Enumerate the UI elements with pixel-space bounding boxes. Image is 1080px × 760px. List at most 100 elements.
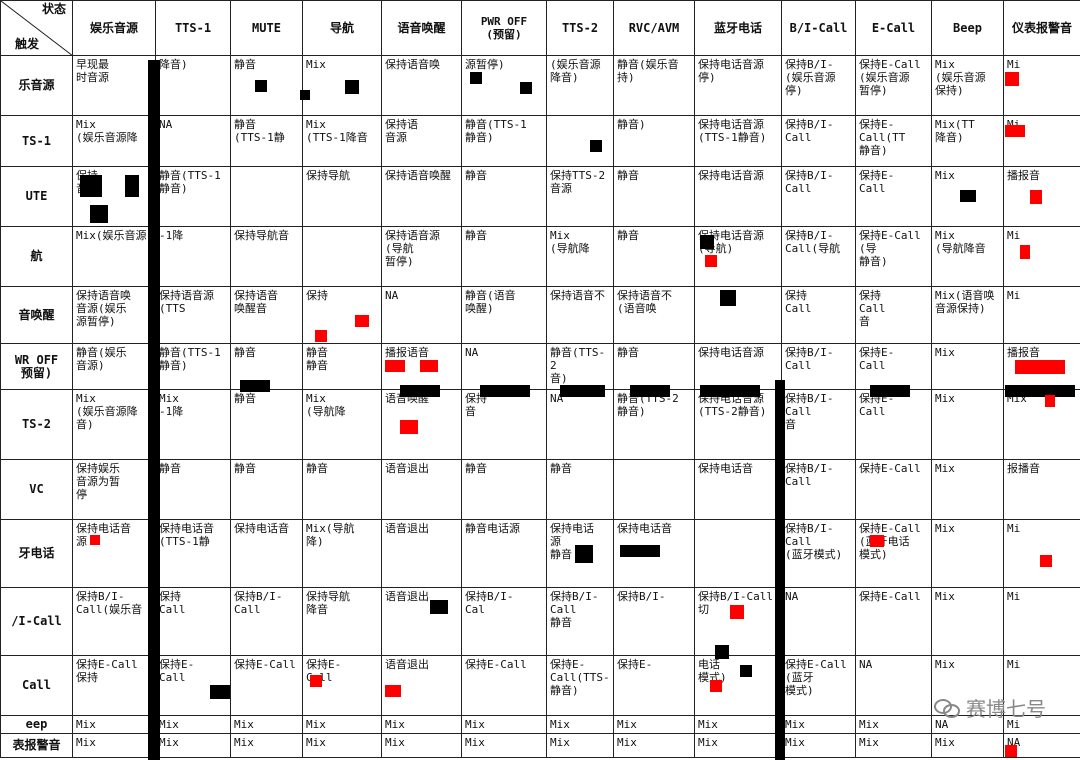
col-header: 导航 <box>303 1 382 56</box>
table-cell: 保持B/I- Call (蓝牙模式) <box>782 520 856 588</box>
table-cell: 保持E-Call <box>231 656 303 716</box>
table-cell: Mix <box>932 520 1004 588</box>
redaction-block <box>590 140 602 152</box>
col-header: E-Call <box>856 1 932 56</box>
col-header: B/I-Call <box>782 1 856 56</box>
table-cell: Mix <box>462 734 547 758</box>
table-cell: Mi <box>1004 227 1080 287</box>
table-cell: Mix <box>932 390 1004 460</box>
col-header: 仪表报警音 <box>1004 1 1080 56</box>
col-header: MUTE <box>231 1 303 56</box>
col-header: Beep <box>932 1 1004 56</box>
col-header: 语音唤醒 <box>382 1 462 56</box>
header-row: 状态 触发 娱乐音源 TTS-1 MUTE 导航 语音唤醒 PWR OFF (预… <box>1 1 1080 56</box>
redaction-block <box>730 605 744 619</box>
row-header: 乐音源 <box>1 56 73 116</box>
table-cell: 静音 <box>462 227 547 287</box>
table-cell: NA <box>782 588 856 656</box>
table-cell: 保持E- <box>614 656 695 716</box>
table-cell: Mix <box>932 460 1004 520</box>
redaction-block <box>1005 125 1025 137</box>
table-cell: 电话 模式) <box>695 656 782 716</box>
table-cell: 保持B/I- Call 静音 <box>547 588 614 656</box>
col-header: 蓝牙电话 <box>695 1 782 56</box>
table-cell <box>303 227 382 287</box>
table-cell: 保持E-Call <box>462 656 547 716</box>
table-cell: 保持语音源 (TTS <box>156 287 231 344</box>
table-cell: 静音 <box>462 167 547 227</box>
redaction-block <box>870 535 884 547</box>
table-cell: 静音(TTS-2 音) <box>547 344 614 390</box>
table-cell: 保持E-Call 保持 <box>73 656 156 716</box>
table-cell: 静音(TTS-1 静音) <box>462 116 547 167</box>
table-cell: 保持电话音源 (TTS-2静音) <box>695 390 782 460</box>
table-cell: Mix <box>73 734 156 758</box>
table-cell: 保持电话音 (TTS-1静 <box>156 520 231 588</box>
redaction-block <box>1045 395 1055 407</box>
table-cell: 静音(娱乐 音源) <box>73 344 156 390</box>
corner-trigger-label: 触发 <box>15 38 39 51</box>
table-cell: NA <box>547 390 614 460</box>
table-cell: 保持E-Call (蓝牙 模式) <box>782 656 856 716</box>
table-cell: Mix (导航降音 <box>932 227 1004 287</box>
redaction-block <box>870 385 910 397</box>
table-cell: 降音) <box>156 56 231 116</box>
table-cell: Mix <box>382 734 462 758</box>
table-cell: Mix <box>932 734 1004 758</box>
table-cell: 静音(娱乐音 持) <box>614 56 695 116</box>
row-header: 表报警音 <box>1 734 73 758</box>
row-header: /I-Call <box>1 588 73 656</box>
redaction-block <box>700 385 760 397</box>
redaction-block <box>705 255 717 267</box>
table-cell: 语音退出 <box>382 588 462 656</box>
table-cell: Mix <box>856 716 932 734</box>
redaction-block <box>710 680 722 692</box>
table-cell: NA <box>382 287 462 344</box>
table-cell: 保持电话音 <box>231 520 303 588</box>
table-cell: Mix <box>156 734 231 758</box>
table-cell: 保持E-Call (娱乐音源 暂停) <box>856 56 932 116</box>
table-cell: Mix (娱乐音源降 <box>73 116 156 167</box>
table-cell: 保持电话音 <box>695 460 782 520</box>
redaction-block <box>1040 555 1052 567</box>
redaction-block <box>740 665 752 677</box>
redaction-block <box>1005 745 1017 757</box>
table-cell: 保持电话音源 <box>695 344 782 390</box>
col-header: PWR OFF (预留) <box>462 1 547 56</box>
table-cell: Mi <box>1004 520 1080 588</box>
redaction-block <box>960 190 976 202</box>
table-cell: Mix (TTS-1降音 <box>303 116 382 167</box>
table-cell: 语音唤醒 <box>382 390 462 460</box>
table-cell: 静音 <box>614 167 695 227</box>
table-cell: Mix <box>73 716 156 734</box>
table-cell: Mix <box>303 734 382 758</box>
table-cell: 保持 音 <box>462 390 547 460</box>
corner-state-label: 状态 <box>42 3 66 16</box>
table-cell: 保持语音唤醒 <box>382 167 462 227</box>
table-cell: 静音(语音 唤醒) <box>462 287 547 344</box>
redaction-block <box>90 535 100 545</box>
redaction-block <box>470 72 482 84</box>
watermark: 赛博七号 <box>934 693 1046 722</box>
redaction-block <box>255 80 267 92</box>
table-cell: Mix <box>782 716 856 734</box>
table-cell: 静音 <box>156 460 231 520</box>
redaction-block <box>520 82 532 94</box>
redaction-block <box>148 60 160 760</box>
table-cell: 保持电话音源 <box>695 167 782 227</box>
redaction-block <box>315 330 327 342</box>
table-cell: 静音 <box>231 390 303 460</box>
table-cell: 静音(TTS-1 静音) <box>156 344 231 390</box>
table-cell: Mi <box>1004 116 1080 167</box>
redaction-block <box>385 685 401 697</box>
redaction-block <box>1020 245 1030 259</box>
table-cell: 语音退出 <box>382 520 462 588</box>
table-cell: Mix <box>462 716 547 734</box>
table-cell: 保持E- Call <box>856 344 932 390</box>
redaction-block <box>420 360 438 372</box>
